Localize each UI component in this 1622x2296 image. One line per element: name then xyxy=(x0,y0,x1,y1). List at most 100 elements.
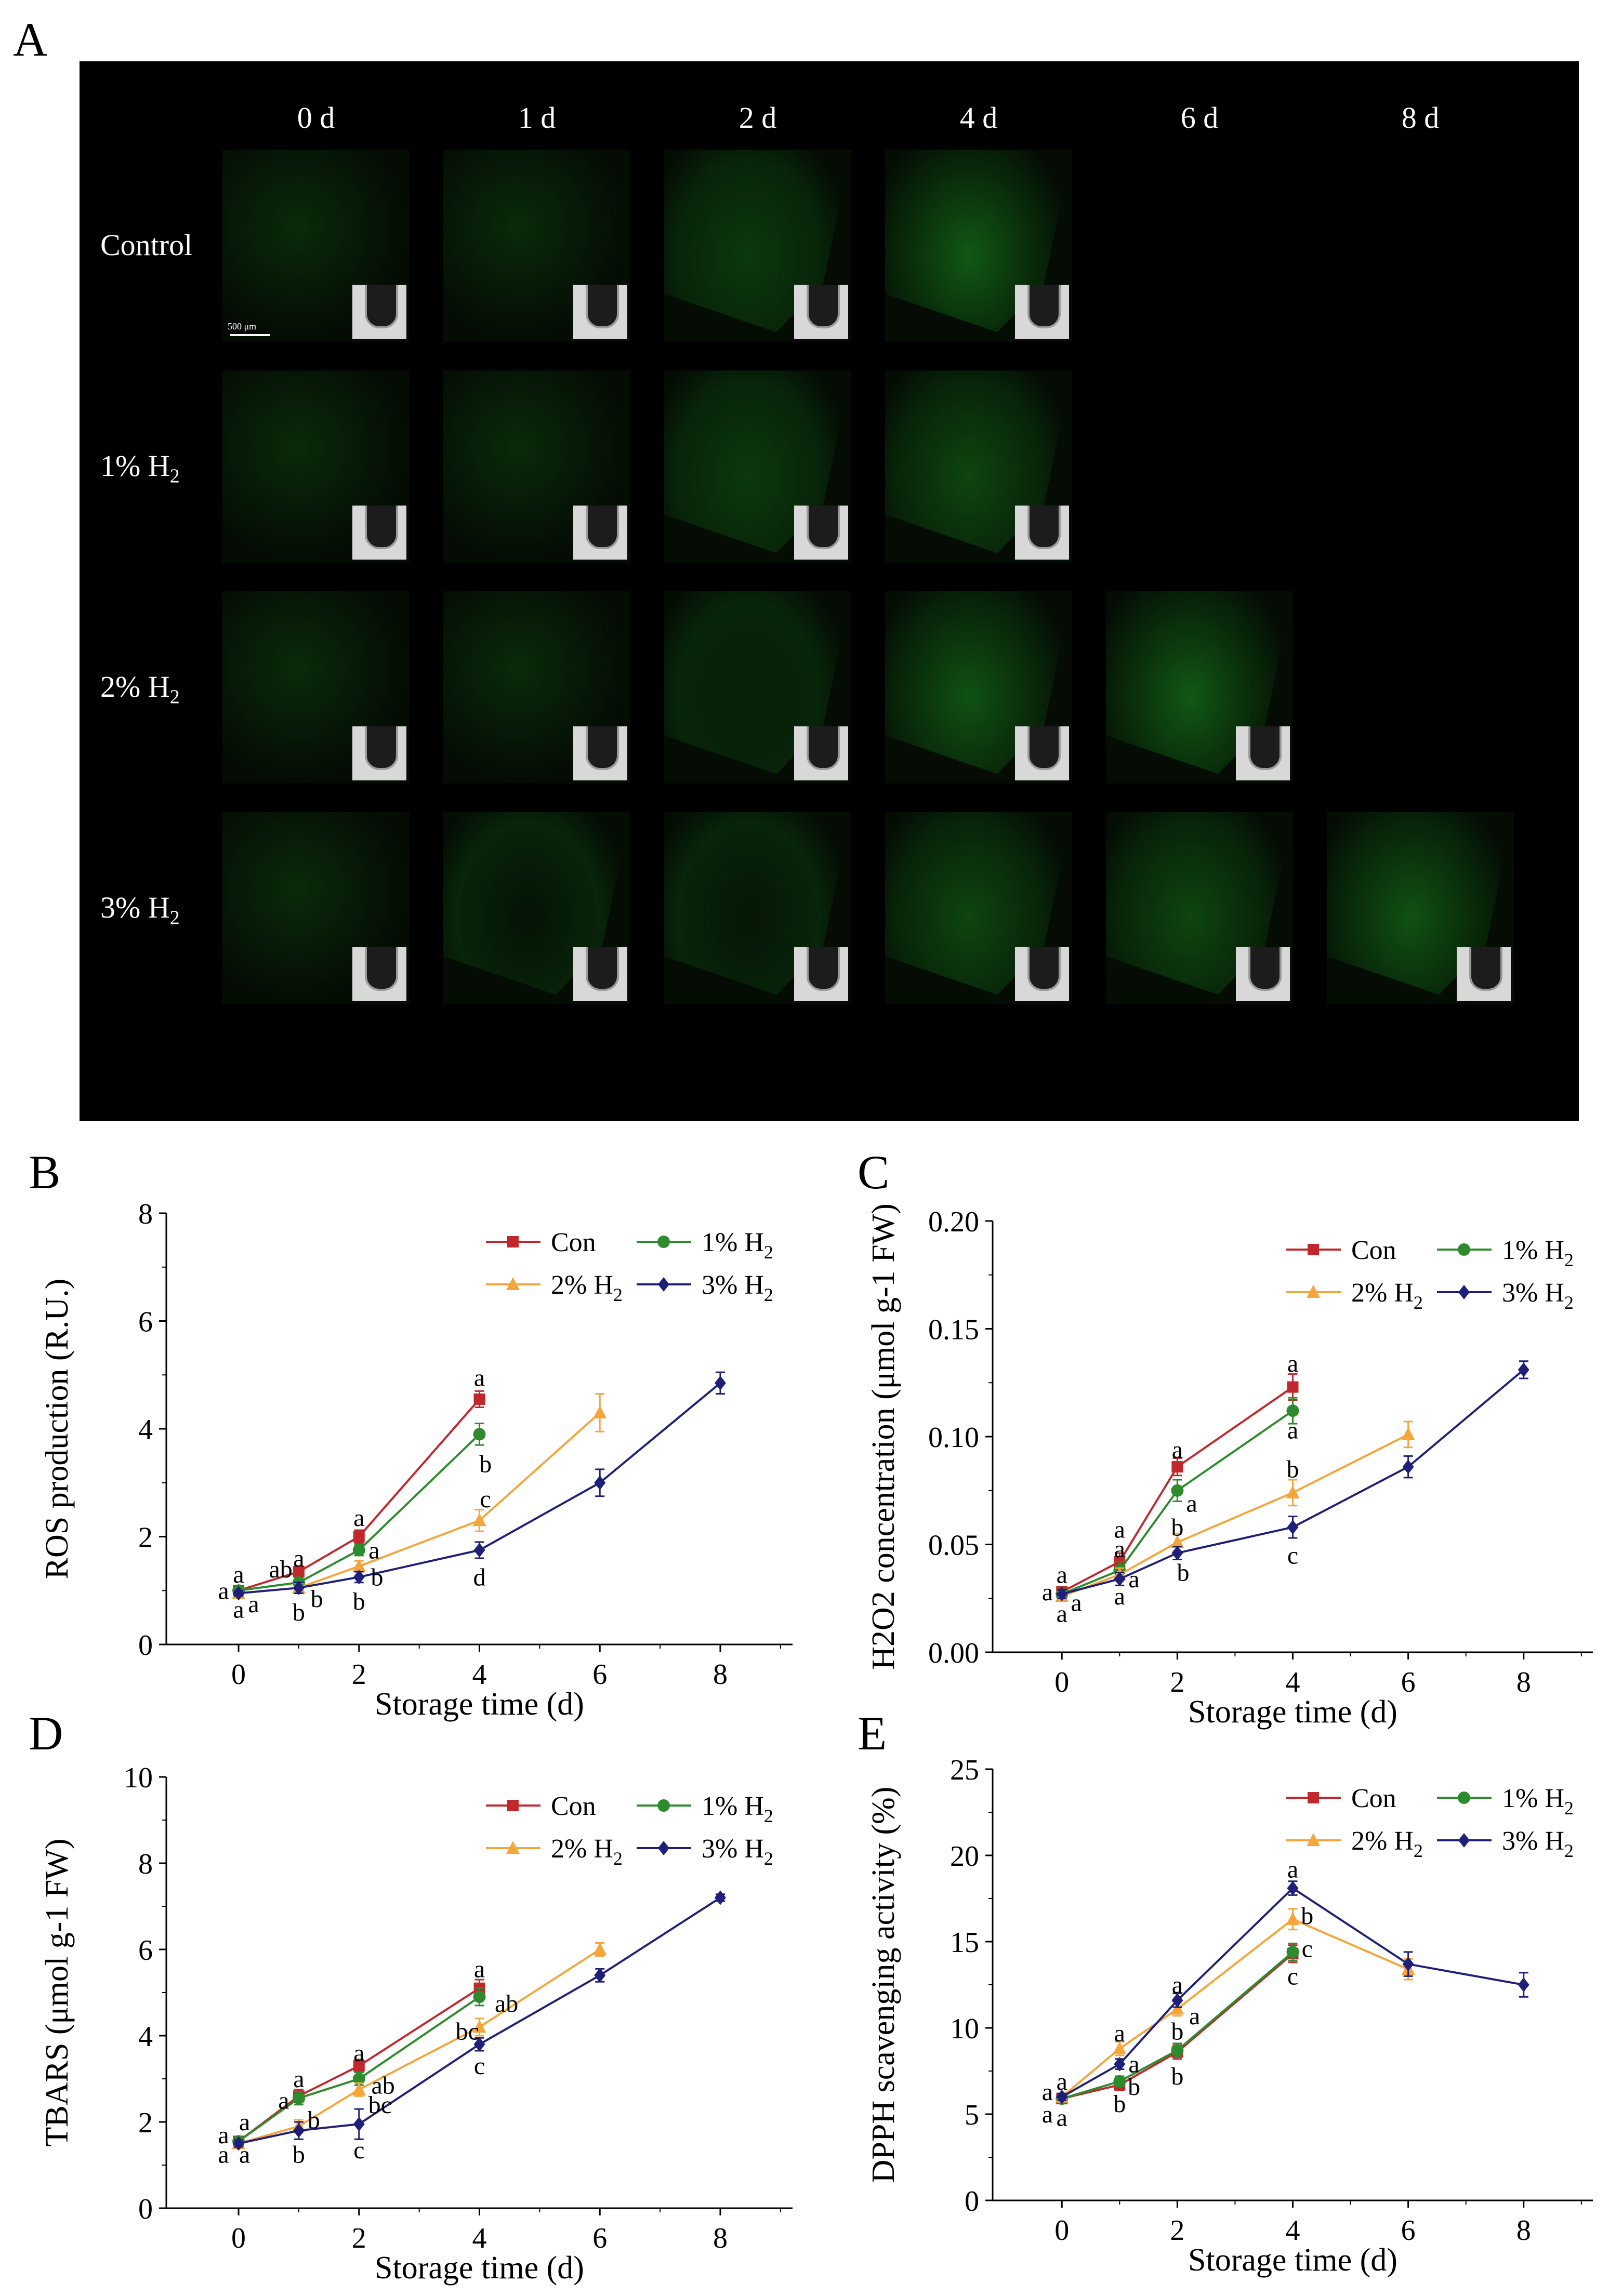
brightfield-inset xyxy=(1015,726,1069,780)
legend-item-h2: 2% H2 xyxy=(486,1834,623,1869)
data-point xyxy=(1286,1912,1300,1925)
legend-label-text: Con xyxy=(551,1228,596,1257)
legend-label: 1% H2 xyxy=(1502,1236,1574,1270)
y-tick-label: 2 xyxy=(138,1522,153,1554)
x-tick-label: 2 xyxy=(1170,1666,1184,1698)
y-axis-label: H2O2 concentration (μmol g-1 FW) xyxy=(866,1203,901,1670)
significance-letter: a xyxy=(293,2065,304,2093)
significance-letter: bc xyxy=(456,2018,479,2046)
fluorescence-tile xyxy=(443,812,630,1004)
significance-letter: a xyxy=(353,1504,364,1532)
row-label-subscript: 2 xyxy=(169,465,180,487)
fluorescence-tile xyxy=(443,150,630,342)
data-point xyxy=(1056,1586,1068,1601)
data-point xyxy=(473,1393,485,1405)
fluorescence-tile xyxy=(1106,591,1293,784)
significance-letter: c xyxy=(1287,1542,1298,1569)
legend-label-subscript: 2 xyxy=(1414,1840,1423,1861)
legend-label-subscript: 2 xyxy=(1564,1798,1574,1819)
row-label-text: 2% H xyxy=(100,670,170,704)
significance-letter: b xyxy=(479,1450,492,1478)
significance-letter: a xyxy=(1114,2020,1125,2047)
legend-label: 3% H2 xyxy=(1502,1826,1574,1861)
data-point xyxy=(353,2060,365,2072)
legend-label-text: Con xyxy=(1351,1236,1396,1265)
legend-label-text: 1% H xyxy=(702,1791,764,1821)
column-label: 8 d xyxy=(1401,101,1440,135)
significance-letter: b xyxy=(1177,1559,1189,1586)
series-line xyxy=(1061,1887,1524,2098)
y-tick-label: 10 xyxy=(124,1762,153,1794)
y-tick-label: 5 xyxy=(965,2099,979,2131)
x-tick-label: 0 xyxy=(231,2222,246,2254)
data-point xyxy=(594,1968,606,1983)
significance-letter: ab xyxy=(371,2072,394,2099)
legend-item-con: Con xyxy=(486,1228,596,1257)
y-tick-label: 0.20 xyxy=(928,1206,979,1238)
significance-letter: a xyxy=(1186,1490,1197,1518)
fluorescence-tile xyxy=(664,812,851,1004)
data-point xyxy=(1307,1833,1320,1846)
fluorescence-tile xyxy=(222,150,410,342)
data-point xyxy=(1518,1978,1529,1992)
legend-label-subscript: 2 xyxy=(764,1806,773,1826)
significance-letter: a xyxy=(1114,1535,1125,1563)
legend: Con 1% H22% H2 3% H2 xyxy=(1286,1784,1574,1861)
significance-letter: c xyxy=(353,2136,364,2164)
data-point xyxy=(1286,1945,1299,1958)
data-point xyxy=(1113,2075,1126,2088)
legend-item-h1: 1% H2 xyxy=(1437,1784,1574,1819)
legend-label-subscript: 2 xyxy=(764,1284,773,1305)
data-point xyxy=(657,1236,670,1248)
data-point xyxy=(1056,2089,1068,2104)
data-point xyxy=(658,1841,669,1855)
data-point xyxy=(593,1942,607,1955)
brightfield-inset xyxy=(352,285,406,339)
data-point xyxy=(1114,2056,1126,2072)
significance-letter: b xyxy=(293,1599,305,1626)
fluorescence-tile xyxy=(885,812,1072,1004)
significance-letter: a xyxy=(239,2141,250,2168)
significance-letter: b xyxy=(1287,1455,1299,1483)
y-tick-label: 0 xyxy=(138,1629,153,1662)
legend-label-subscript: 2 xyxy=(764,1848,773,1869)
data-point xyxy=(1458,1243,1470,1256)
legend-label: 2% H2 xyxy=(1351,1278,1423,1313)
x-tick-label: 0 xyxy=(1054,2214,1069,2247)
y-tick-label: 6 xyxy=(138,1934,153,1967)
y-axis-label: TBARS (μmol g-1 FW) xyxy=(39,1839,75,2147)
significance-letter: a xyxy=(1128,2051,1139,2078)
y-tick-label: 6 xyxy=(138,1306,153,1338)
significance-letter: a xyxy=(1042,2078,1053,2106)
data-point xyxy=(1170,1535,1184,1548)
significance-letter: b xyxy=(1128,2073,1140,2101)
significance-letter: ab xyxy=(495,1990,518,2018)
x-axis-label: Storage time (d) xyxy=(375,1687,584,1722)
fluorescence-tile xyxy=(664,370,851,563)
significance-letter: a xyxy=(1114,1583,1125,1610)
significance-letter: b xyxy=(308,2106,320,2134)
legend-label: Con xyxy=(1351,1784,1396,1813)
legend-label-text: 2% H xyxy=(551,1270,613,1300)
brightfield-inset xyxy=(1236,726,1290,780)
legend-item-h2: 2% H2 xyxy=(486,1270,623,1305)
data-point xyxy=(353,1531,365,1543)
legend-label-subscript: 2 xyxy=(1564,1840,1574,1861)
fluorescence-tile xyxy=(664,150,851,342)
row-label: 1% H2 xyxy=(100,448,256,488)
data-point xyxy=(1458,1791,1470,1804)
significance-letter: a xyxy=(1057,1561,1067,1589)
legend-label: 1% H2 xyxy=(702,1791,773,1826)
data-point xyxy=(293,2123,305,2138)
series-h2 xyxy=(1055,1908,1415,2103)
significance-letter: a xyxy=(1189,2002,1200,2030)
legend-item-h3: 3% H2 xyxy=(637,1834,773,1869)
brightfield-inset xyxy=(573,947,627,1001)
legend-item-con: Con xyxy=(486,1791,596,1821)
panel-letter: B xyxy=(29,1146,61,1199)
significance-letter: a xyxy=(218,2141,229,2168)
legend: Con 1% H22% H2 3% H2 xyxy=(486,1228,773,1305)
series-line xyxy=(238,1996,480,2142)
